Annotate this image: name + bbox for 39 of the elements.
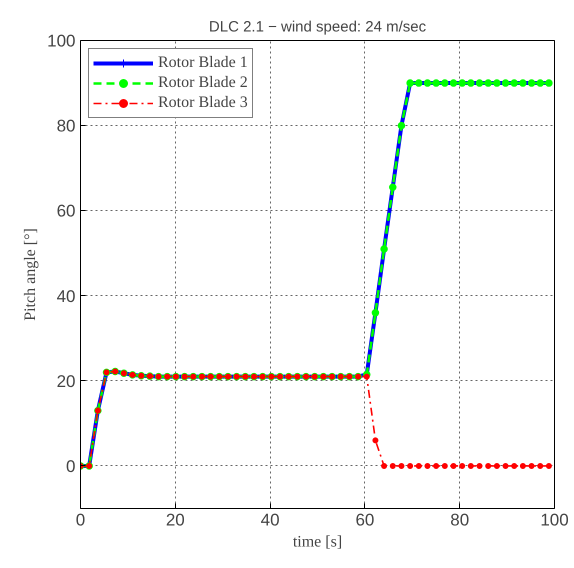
point <box>546 462 552 469</box>
y-tick-label: 60 <box>56 202 76 221</box>
legend-label: Rotor Blade 1 <box>158 54 248 72</box>
point <box>468 462 474 469</box>
point <box>433 462 440 469</box>
x-tick-label: 100 <box>540 510 569 530</box>
point <box>390 462 396 469</box>
legend-label: Rotor Blade 3 <box>158 94 248 112</box>
point <box>364 374 370 380</box>
point <box>424 462 430 469</box>
x-axis-title: time [s] <box>292 534 342 550</box>
point <box>372 437 378 444</box>
y-tick-label: 40 <box>56 286 76 306</box>
point <box>520 462 526 469</box>
point <box>398 462 404 469</box>
point <box>476 462 483 469</box>
y-tick-label: 80 <box>56 116 76 136</box>
point <box>442 462 448 469</box>
point <box>381 462 388 469</box>
x-tick-label: 80 <box>450 510 470 530</box>
point <box>511 462 518 469</box>
point <box>537 462 544 469</box>
y-tick-label: 0 <box>66 456 76 476</box>
y-axis-title: Pitch angle [°] <box>22 228 40 321</box>
y-tick-label: 20 <box>56 372 76 391</box>
point <box>407 462 414 469</box>
legend-label: Rotor Blade 2 <box>158 74 248 92</box>
x-tick-label: 20 <box>166 510 185 530</box>
y-tick-label: 100 <box>47 32 76 50</box>
chart-title: DLC 2.1 − wind speed: 24 m/sec <box>208 18 427 36</box>
point <box>502 462 509 469</box>
point <box>494 462 500 469</box>
x-tick-label: 60 <box>355 510 374 530</box>
point <box>450 462 456 469</box>
point <box>459 462 466 469</box>
point <box>528 462 535 469</box>
point <box>485 462 492 469</box>
point <box>416 462 422 469</box>
x-tick-label: 40 <box>260 510 280 530</box>
